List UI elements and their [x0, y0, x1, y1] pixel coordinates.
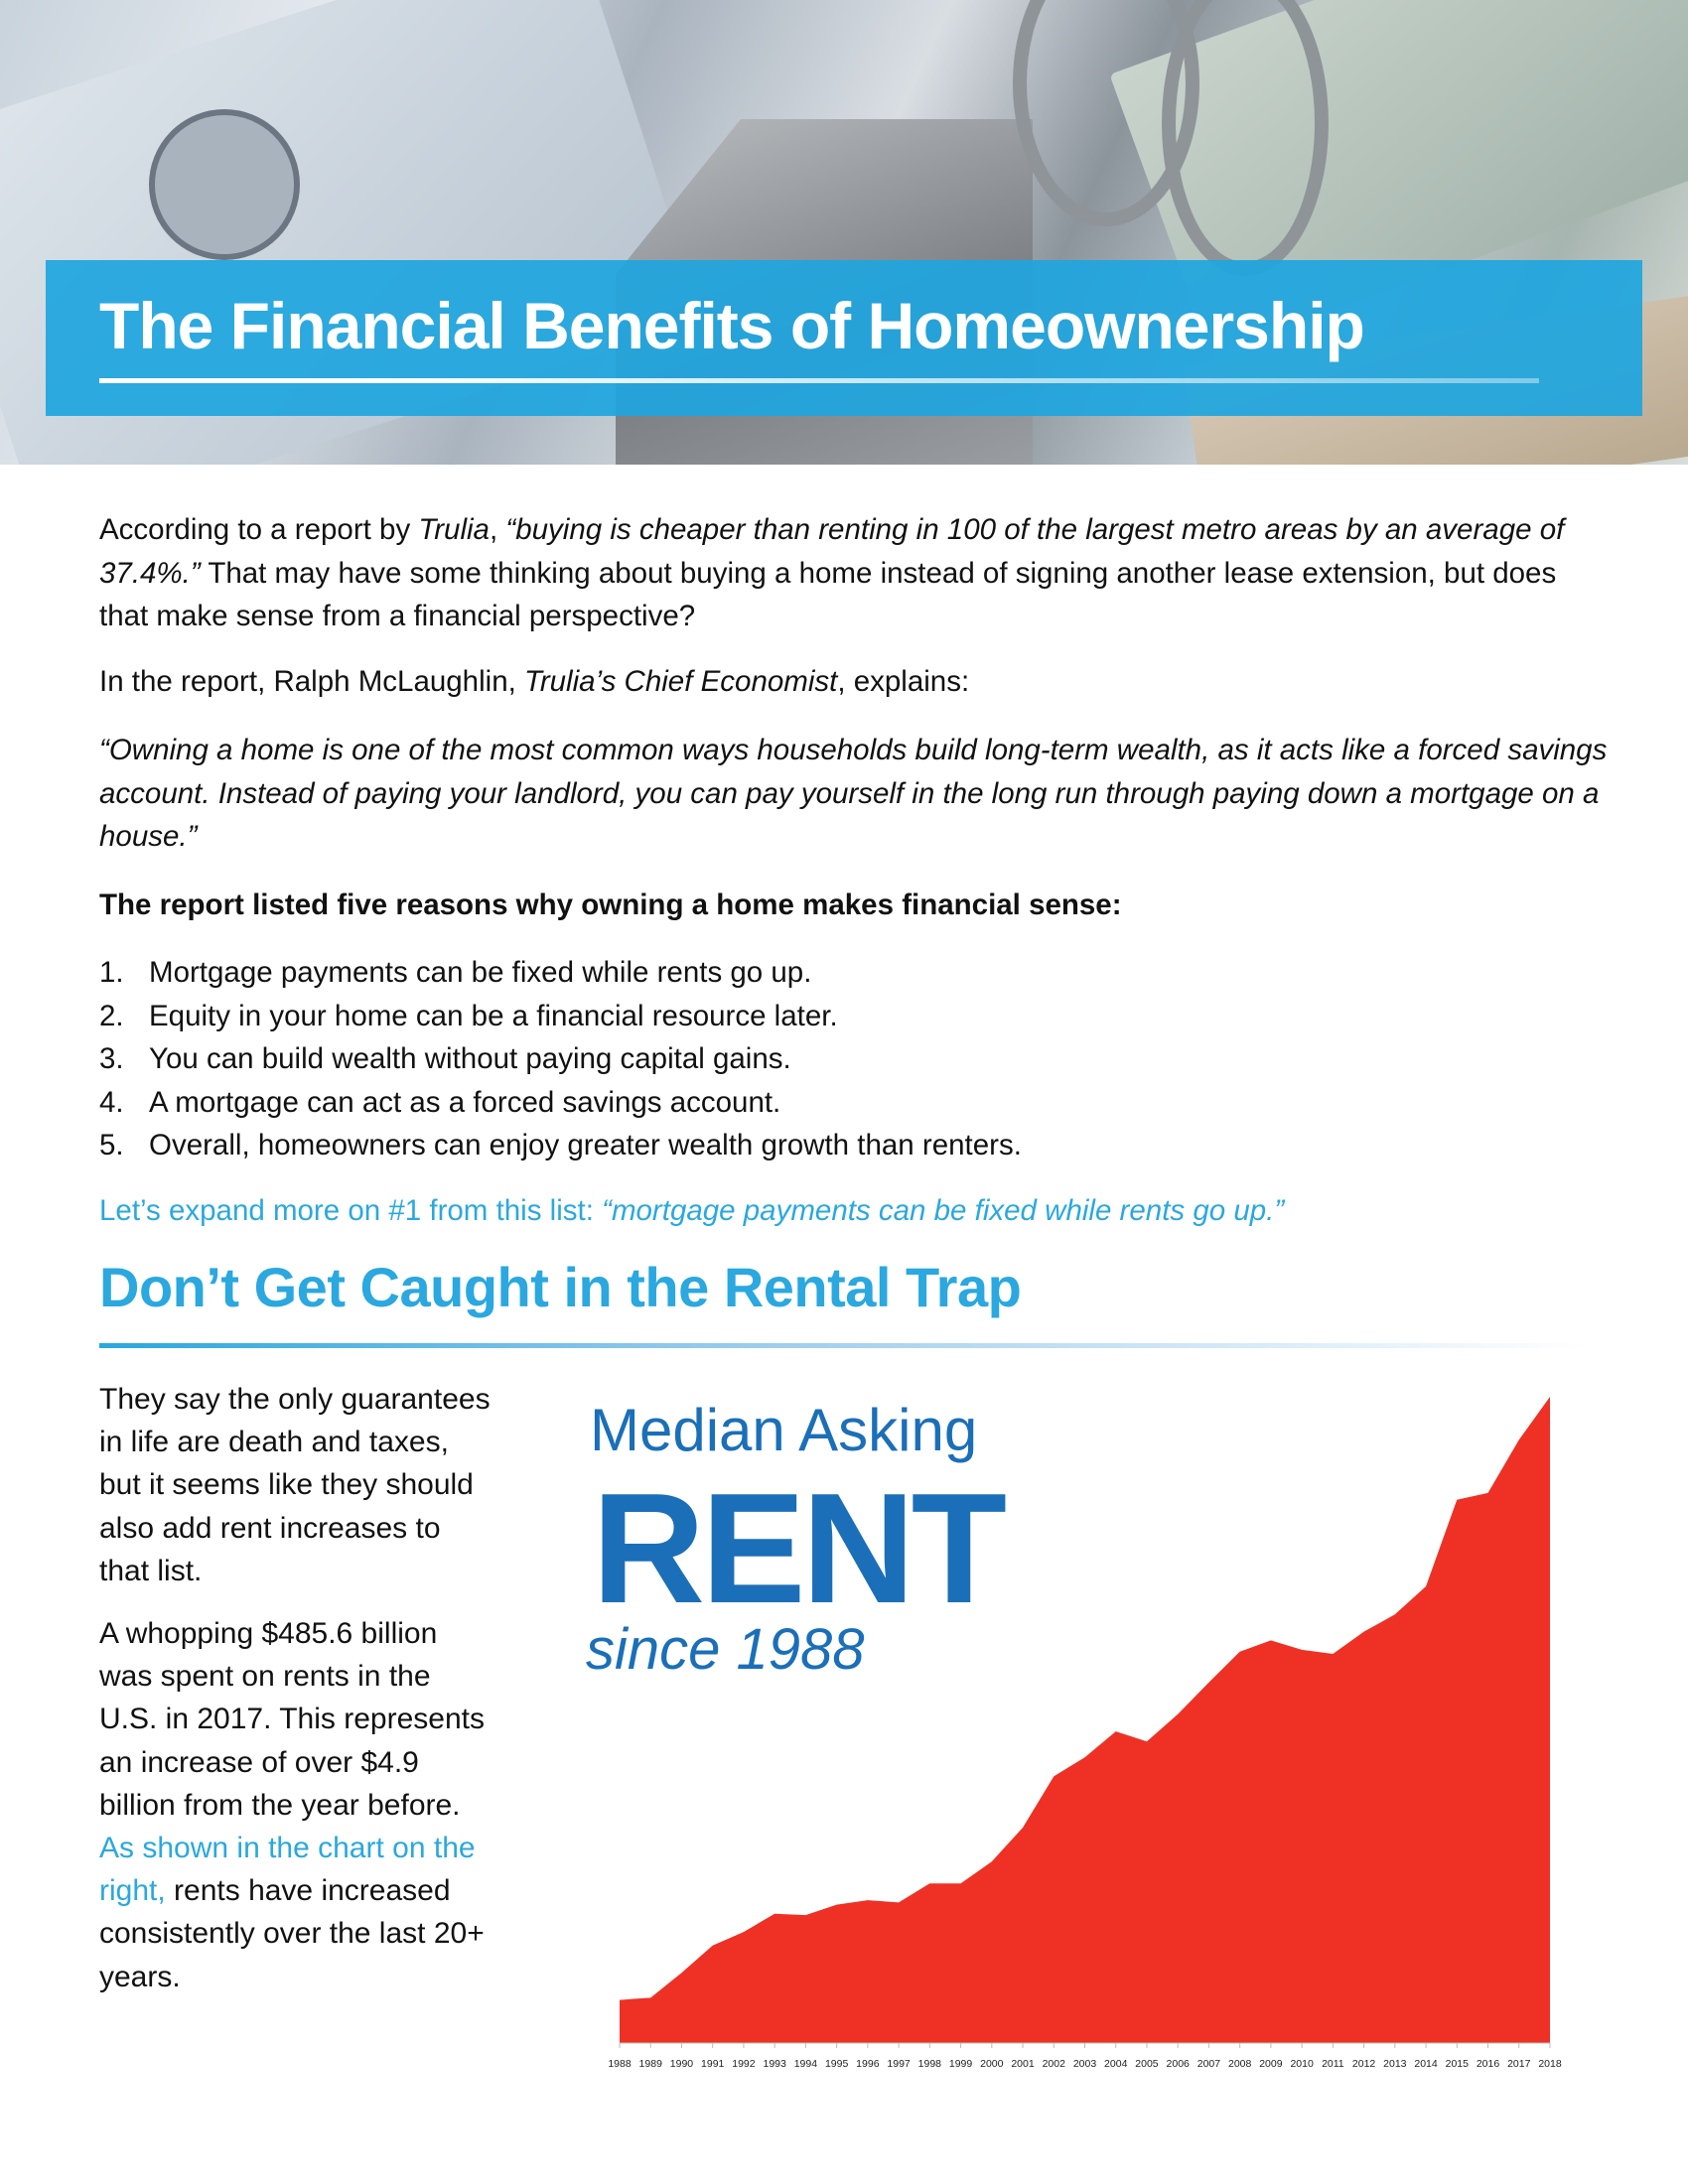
text: Let’s expand more on #1 from this list:: [99, 1194, 603, 1227]
x-tick-label: 2013: [1383, 2058, 1407, 2070]
x-tick-label: 2012: [1352, 2058, 1376, 2070]
item-text: Equity in your home can be a financial r…: [149, 999, 838, 1032]
x-tick-label: 2014: [1414, 2058, 1438, 2070]
chart-title-line1: Median Asking: [590, 1397, 978, 1463]
x-tick-label: 2005: [1135, 2058, 1159, 2070]
source-quote: “buying is cheaper than renting in 100 o…: [99, 513, 1565, 590]
section-divider: [99, 1343, 1589, 1348]
x-tick-label: 1996: [856, 2058, 880, 2070]
x-tick-label: 1993: [763, 2058, 786, 2070]
list-item: 4. A mortgage can act as a forced savings…: [99, 1081, 1022, 1125]
item-text: You can build wealth without paying capi…: [149, 1042, 791, 1076]
side-paragraph-1: They say the only guarantees in life are…: [99, 1383, 491, 1587]
rent-area: [620, 1397, 1550, 2043]
x-tick-label: 1998: [918, 2058, 942, 2070]
x-tick-label: 1994: [794, 2058, 818, 2070]
text: In the report, Ralph McLaughlin,: [99, 665, 524, 698]
list-item: 2. Equity in your home can be a financial…: [99, 995, 1022, 1038]
list-item: 5. Overall, homeowners can enjoy greater …: [99, 1124, 1022, 1167]
x-tick-label: 2011: [1322, 2058, 1344, 2070]
x-tick-label: 1989: [639, 2058, 663, 2070]
page-title: The Financial Benefits of Homeownership: [99, 289, 1365, 362]
item-number: 3.: [99, 1042, 124, 1076]
x-tick-label: 1997: [887, 2058, 911, 2070]
x-tick-label: 2016: [1477, 2058, 1500, 2070]
item-number: 4.: [99, 1085, 124, 1119]
x-tick-label: 2010: [1290, 2058, 1314, 2070]
x-tick-label: 1992: [732, 2058, 756, 2070]
title-underline: [99, 378, 1539, 383]
chart-title-line2: RENT: [592, 1461, 1007, 1636]
reasons-list: 1. Mortgage payments can be fixed while r…: [99, 951, 1022, 1167]
side-paragraph-2: A whopping $485.6 billion was spent on r…: [99, 1612, 496, 1998]
chart-title-line3: since 1988: [586, 1617, 865, 1682]
x-tick-label: 1991: [701, 2058, 725, 2070]
text: rents have increased consistently over t…: [99, 1874, 485, 1993]
side-column: They say the only guarantees in life are…: [99, 1378, 496, 1998]
x-tick-label: 1990: [670, 2058, 694, 2070]
expand-quote: “mortgage payments can be fixed while re…: [602, 1194, 1285, 1227]
x-tick-label: 2007: [1197, 2058, 1221, 2070]
x-tick-label: 1988: [608, 2058, 632, 2070]
text: ,: [489, 513, 506, 546]
text: That may have some thinking about buying…: [99, 556, 1557, 633]
economist-paragraph: In the report, Ralph McLaughlin, Trulia’…: [99, 660, 1609, 704]
section-heading: Don’t Get Caught in the Rental Trap: [99, 1256, 1022, 1318]
x-tick-label: 2006: [1167, 2058, 1191, 2070]
text: A whopping $485.6 billion was spent on r…: [99, 1617, 485, 1822]
list-heading: The report listed five reasons why ownin…: [99, 888, 1122, 921]
x-tick-label: 2009: [1259, 2058, 1283, 2070]
x-tick-label: 2001: [1011, 2058, 1035, 2070]
x-tick-label: 2008: [1228, 2058, 1252, 2070]
x-tick-label: 2000: [980, 2058, 1004, 2070]
list-item: 1. Mortgage payments can be fixed while r…: [99, 951, 1022, 995]
expand-line: Let’s expand more on #1 from this list: …: [99, 1189, 1609, 1233]
item-text: Mortgage payments can be fixed while ren…: [149, 956, 812, 989]
x-tick-label: 1999: [949, 2058, 973, 2070]
economist-title: Trulia’s Chief Economist: [524, 665, 838, 698]
text: , explains:: [837, 665, 970, 698]
x-tick-label: 2018: [1538, 2058, 1562, 2070]
x-tick-label: 1995: [825, 2058, 849, 2070]
source-name: Trulia: [418, 513, 490, 546]
item-text: A mortgage can act as a forced savings a…: [149, 1085, 781, 1119]
item-number: 5.: [99, 1129, 124, 1162]
x-tick-label: 2004: [1104, 2058, 1128, 2070]
chart-reference: As shown in the chart on the right,: [99, 1832, 476, 1908]
item-number: 1.: [99, 956, 124, 989]
title-banner: The Financial Benefits of Homeownership: [46, 260, 1642, 416]
economist-quote: “Owning a home is one of the most common…: [99, 734, 1608, 853]
item-number: 2.: [99, 999, 124, 1032]
x-tick-label: 2002: [1043, 2058, 1066, 2070]
text: According to a report by: [99, 513, 419, 546]
intro-paragraph: According to a report by Trulia, “buying…: [99, 508, 1609, 638]
x-tick-label: 2003: [1073, 2058, 1097, 2070]
x-tick-label: 2015: [1446, 2058, 1470, 2070]
x-tick-label: 2017: [1507, 2058, 1531, 2070]
item-text: Overall, homeowners can enjoy greater we…: [149, 1129, 1022, 1162]
list-item: 3. You can build wealth without paying ca…: [99, 1037, 1022, 1081]
